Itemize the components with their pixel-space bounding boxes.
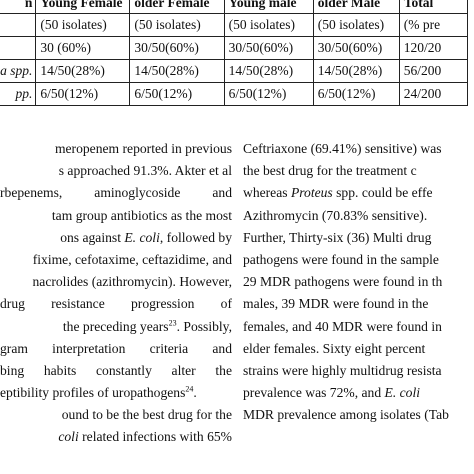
text-line: s approached 91.3%. Akter et al xyxy=(58,163,232,179)
text-line: elder females. Sixty eight percent xyxy=(243,340,426,356)
text-fragment: spp. could be effe xyxy=(332,185,433,201)
text-line: gram interpretation criteria and xyxy=(0,340,232,356)
text-line: MDR prevalence among isolates (Tab xyxy=(243,407,449,423)
text-line: prevalence was 72%, and E. coli xyxy=(243,382,474,404)
text-line: strains were highly multidrug resista xyxy=(243,362,442,378)
table-subheader-cell: (50 isolates) xyxy=(129,13,225,37)
text-fragment: the preceding years xyxy=(62,318,169,334)
text-line: Ceftriaxone (69.41%) sensitive) was xyxy=(243,141,442,156)
table-cell: 6/50(12%) xyxy=(35,82,131,106)
table-header-cell: n xyxy=(0,0,37,14)
table-cell: 6/50(12%) xyxy=(312,82,400,106)
species-name: E. coli xyxy=(384,385,421,401)
table-cell: a spp. xyxy=(0,59,37,83)
table-cell: 120/20 xyxy=(398,36,469,60)
text-fragment: . xyxy=(193,385,197,401)
text-line: the best drug for the treatment c xyxy=(243,163,417,179)
species-name: Proteus xyxy=(290,185,333,201)
table-header-cell: Young male xyxy=(223,0,314,14)
text-line: Further, Thirty-six (36) Multi drug xyxy=(243,229,432,245)
text-fragment: related infections with 65% xyxy=(78,429,232,445)
table-cell: 14/50(28%) xyxy=(312,59,400,83)
text-line: coli related infections with 65% xyxy=(0,426,232,448)
left-text-column: meropenem reported in previous s approac… xyxy=(0,138,232,449)
text-line: Azithromycin (70.83% sensitive). xyxy=(243,207,428,223)
table-row: 30 (60%) 30/50(60%) 30/50(60%) 30/50(60%… xyxy=(0,36,469,60)
citation-superscript: 24 xyxy=(185,384,194,394)
table-header-cell: older Male xyxy=(312,0,400,14)
table-row: pp. 6/50(12%) 6/50(12%) 6/50(12%) 6/50(1… xyxy=(0,82,469,106)
table-header-cell: older Female xyxy=(129,0,225,14)
text-line: meropenem reported in previous xyxy=(54,141,232,156)
table-header-cell: Young Female xyxy=(35,0,131,14)
table-cell: 30 (60%) xyxy=(35,36,131,60)
table-header-cell: Total xyxy=(398,0,469,14)
table-cell: 30/50(60%) xyxy=(312,36,400,60)
text-fragment: . Possibly, xyxy=(176,318,232,334)
table-row: a spp. 14/50(28%) 14/50(28%) 14/50(28%) … xyxy=(0,59,469,83)
text-line: males, 39 MDR were found in the xyxy=(243,296,429,312)
text-fragment: eptibility profiles of uropathogens xyxy=(0,385,186,401)
table-subheader-cell xyxy=(0,13,37,37)
table-cell: 30/50(60%) xyxy=(129,36,225,60)
table-cell: 14/50(28%) xyxy=(129,59,225,83)
isolates-table: n Young Female older Female Young male o… xyxy=(0,0,469,106)
text-line: tam group antibiotics as the most xyxy=(51,207,232,223)
table-subheader-cell: (50 isolates) xyxy=(223,13,314,37)
citation-superscript: 23 xyxy=(168,317,177,327)
text-line: drug resistance progression of xyxy=(0,296,232,312)
table-cell: 14/50(28%) xyxy=(223,59,314,83)
table-cell xyxy=(0,36,37,60)
table-header-row: n Young Female older Female Young male o… xyxy=(0,0,469,14)
text-fragment: prevalence was 72%, and xyxy=(243,385,385,401)
text-line: nacrolides (azithromycin). However, xyxy=(32,274,232,290)
table-subheader-cell: (50 isolates) xyxy=(312,13,400,37)
text-line: whereas Proteus spp. could be effe xyxy=(243,182,474,204)
text-line: the preceding years23. Possibly, xyxy=(0,316,232,338)
table-cell: 6/50(12%) xyxy=(129,82,225,106)
text-line: 29 MDR pathogens were found in th xyxy=(243,274,443,290)
text-line: fixime, cefotaxime, ceftazidime, and xyxy=(32,251,232,267)
table-cell: 14/50(28%) xyxy=(35,59,131,83)
text-line: rbepenems, aminoglycoside and xyxy=(0,185,232,201)
text-fragment: whereas xyxy=(243,185,291,201)
table-cell: 56/200 xyxy=(398,59,469,83)
table-cell: 30/50(60%) xyxy=(223,36,314,60)
table-cell: pp. xyxy=(0,82,37,106)
text-line: bing habits constantly alter the xyxy=(0,362,232,378)
text-line: females, and 40 MDR were found in xyxy=(243,318,442,334)
table-subheader-row: (50 isolates) (50 isolates) (50 isolates… xyxy=(0,13,469,37)
table-cell: 24/200 xyxy=(398,82,469,106)
table-subheader-cell: (50 isolates) xyxy=(35,13,131,37)
text-line: pathogens were found in the sample xyxy=(243,251,439,267)
species-name: coli xyxy=(58,429,79,445)
text-fragment: , followed by xyxy=(159,229,232,245)
table-cell: 6/50(12%) xyxy=(223,82,314,106)
text-line: ons against E. coli, followed by xyxy=(0,227,232,249)
text-line: eptibility profiles of uropathogens24. xyxy=(0,382,232,404)
table-subheader-cell: (% pre xyxy=(398,13,469,37)
text-line: ound to be the best drug for the xyxy=(61,407,232,423)
species-name: E. coli xyxy=(124,229,160,245)
right-text-column: Ceftriaxone (69.41%) sensitive) was the … xyxy=(243,138,474,426)
text-fragment: ons against xyxy=(60,229,125,245)
